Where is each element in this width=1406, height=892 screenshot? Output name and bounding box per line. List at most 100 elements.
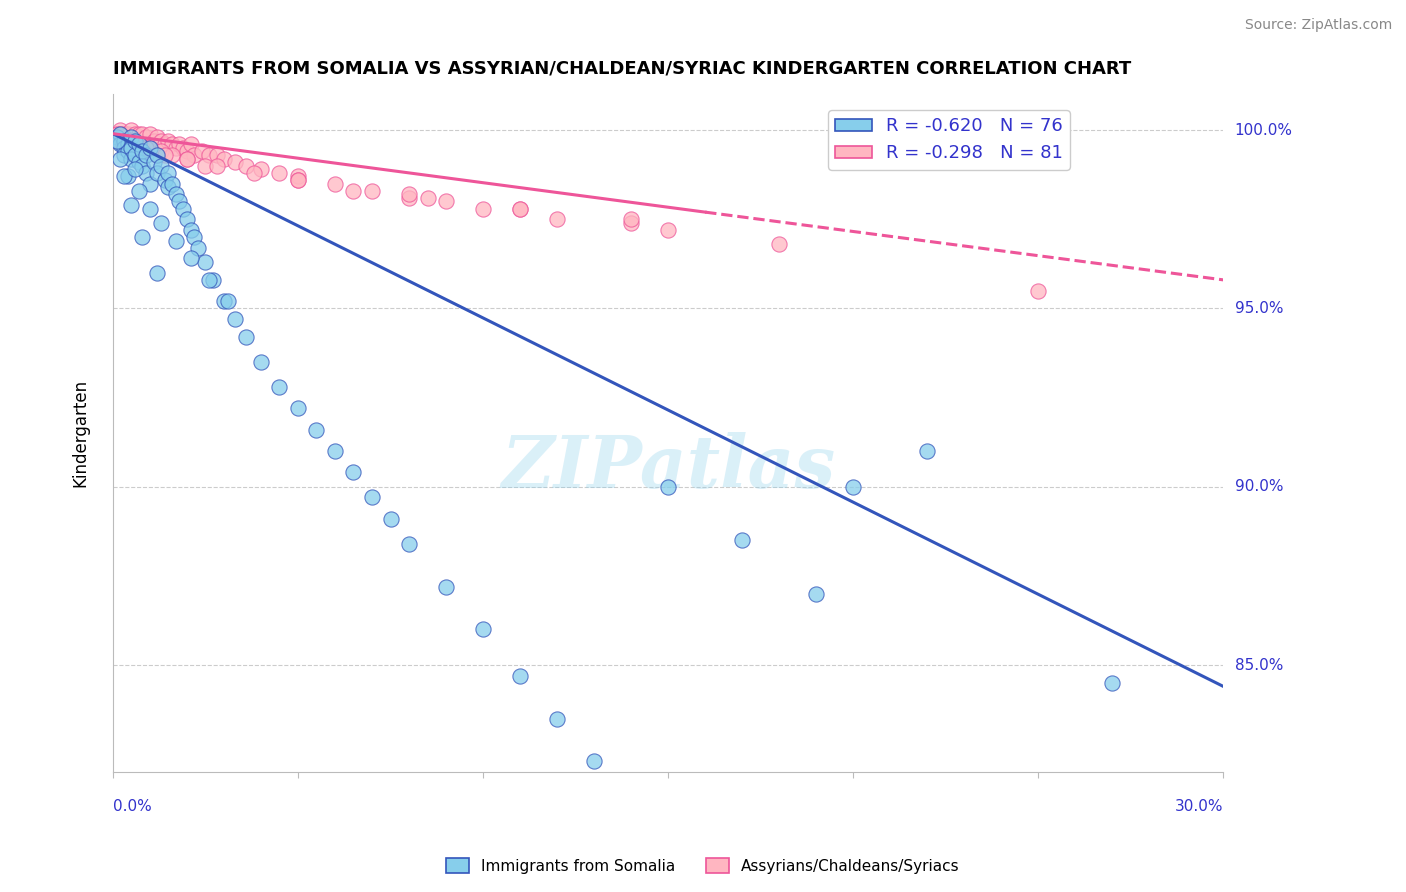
Point [117, 137, 139, 152]
Point [620, 212, 643, 227]
Point [190, 145, 212, 159]
Point [160, 177, 183, 191]
Text: 95.0%: 95.0% [1234, 301, 1284, 316]
Point [157, 134, 180, 148]
Text: ZIPatlas: ZIPatlas [501, 432, 835, 503]
Point [124, 127, 146, 141]
Point [169, 137, 191, 152]
Point [128, 184, 150, 198]
Point [165, 187, 187, 202]
Point [205, 159, 228, 173]
Point [546, 212, 568, 227]
Point [269, 380, 291, 394]
Point [135, 130, 157, 145]
Point [120, 152, 142, 166]
Point [361, 184, 384, 198]
Point [180, 223, 202, 237]
Point [198, 148, 221, 162]
Point [149, 216, 172, 230]
Point [180, 252, 202, 266]
Point [120, 141, 142, 155]
Point [224, 312, 246, 326]
Point [342, 466, 364, 480]
Point [124, 137, 146, 152]
Point [183, 148, 205, 162]
Point [434, 194, 457, 209]
Point [323, 444, 346, 458]
Point [105, 134, 128, 148]
Point [112, 141, 135, 155]
Point [112, 130, 135, 145]
Point [135, 166, 157, 180]
Point [287, 401, 309, 416]
Point [112, 137, 135, 152]
Point [305, 423, 328, 437]
Point [135, 148, 157, 162]
Point [509, 202, 531, 216]
Point [472, 202, 495, 216]
Point [187, 241, 209, 255]
Point [157, 166, 180, 180]
Y-axis label: Kindergarten: Kindergarten [72, 379, 89, 487]
Point [117, 145, 139, 159]
Point [146, 130, 169, 145]
Legend: Immigrants from Somalia, Assyrians/Chaldeans/Syriacs: Immigrants from Somalia, Assyrians/Chald… [440, 852, 966, 880]
Point [105, 130, 128, 145]
Point [842, 480, 865, 494]
Point [160, 137, 183, 152]
Text: 85.0%: 85.0% [1234, 657, 1282, 673]
Point [139, 127, 162, 141]
Point [768, 237, 790, 252]
Point [509, 202, 531, 216]
Point [146, 166, 169, 180]
Point [110, 130, 132, 145]
Point [731, 533, 754, 548]
Point [124, 134, 146, 148]
Point [131, 159, 153, 173]
Point [201, 273, 224, 287]
Point [112, 134, 135, 148]
Point [398, 187, 420, 202]
Point [120, 130, 142, 145]
Point [139, 177, 162, 191]
Point [287, 169, 309, 184]
Text: 100.0%: 100.0% [1234, 122, 1292, 137]
Point [112, 127, 135, 141]
Point [398, 537, 420, 551]
Point [105, 134, 128, 148]
Point [176, 145, 198, 159]
Point [146, 148, 169, 162]
Point [149, 145, 172, 159]
Point [117, 134, 139, 148]
Point [128, 137, 150, 152]
Point [124, 148, 146, 162]
Point [120, 123, 142, 137]
Point [128, 137, 150, 152]
Point [131, 230, 153, 244]
Text: IMMIGRANTS FROM SOMALIA VS ASSYRIAN/CHALDEAN/SYRIAC KINDERGARTEN CORRELATION CHA: IMMIGRANTS FROM SOMALIA VS ASSYRIAN/CHAL… [112, 60, 1130, 78]
Point [131, 127, 153, 141]
Point [117, 134, 139, 148]
Point [250, 355, 273, 369]
Point [205, 148, 228, 162]
Point [120, 198, 142, 212]
Text: 90.0%: 90.0% [1234, 479, 1284, 494]
Text: Source: ZipAtlas.com: Source: ZipAtlas.com [1244, 18, 1392, 32]
Point [139, 141, 162, 155]
Point [157, 180, 180, 194]
Point [380, 512, 402, 526]
Point [217, 294, 239, 309]
Point [142, 134, 165, 148]
Point [176, 212, 198, 227]
Point [139, 141, 162, 155]
Text: 30.0%: 30.0% [1175, 799, 1223, 814]
Point [110, 127, 132, 141]
Point [110, 134, 132, 148]
Point [131, 137, 153, 152]
Point [361, 491, 384, 505]
Point [112, 130, 135, 145]
Point [128, 137, 150, 152]
Point [250, 162, 273, 177]
Point [620, 216, 643, 230]
Point [117, 169, 139, 184]
